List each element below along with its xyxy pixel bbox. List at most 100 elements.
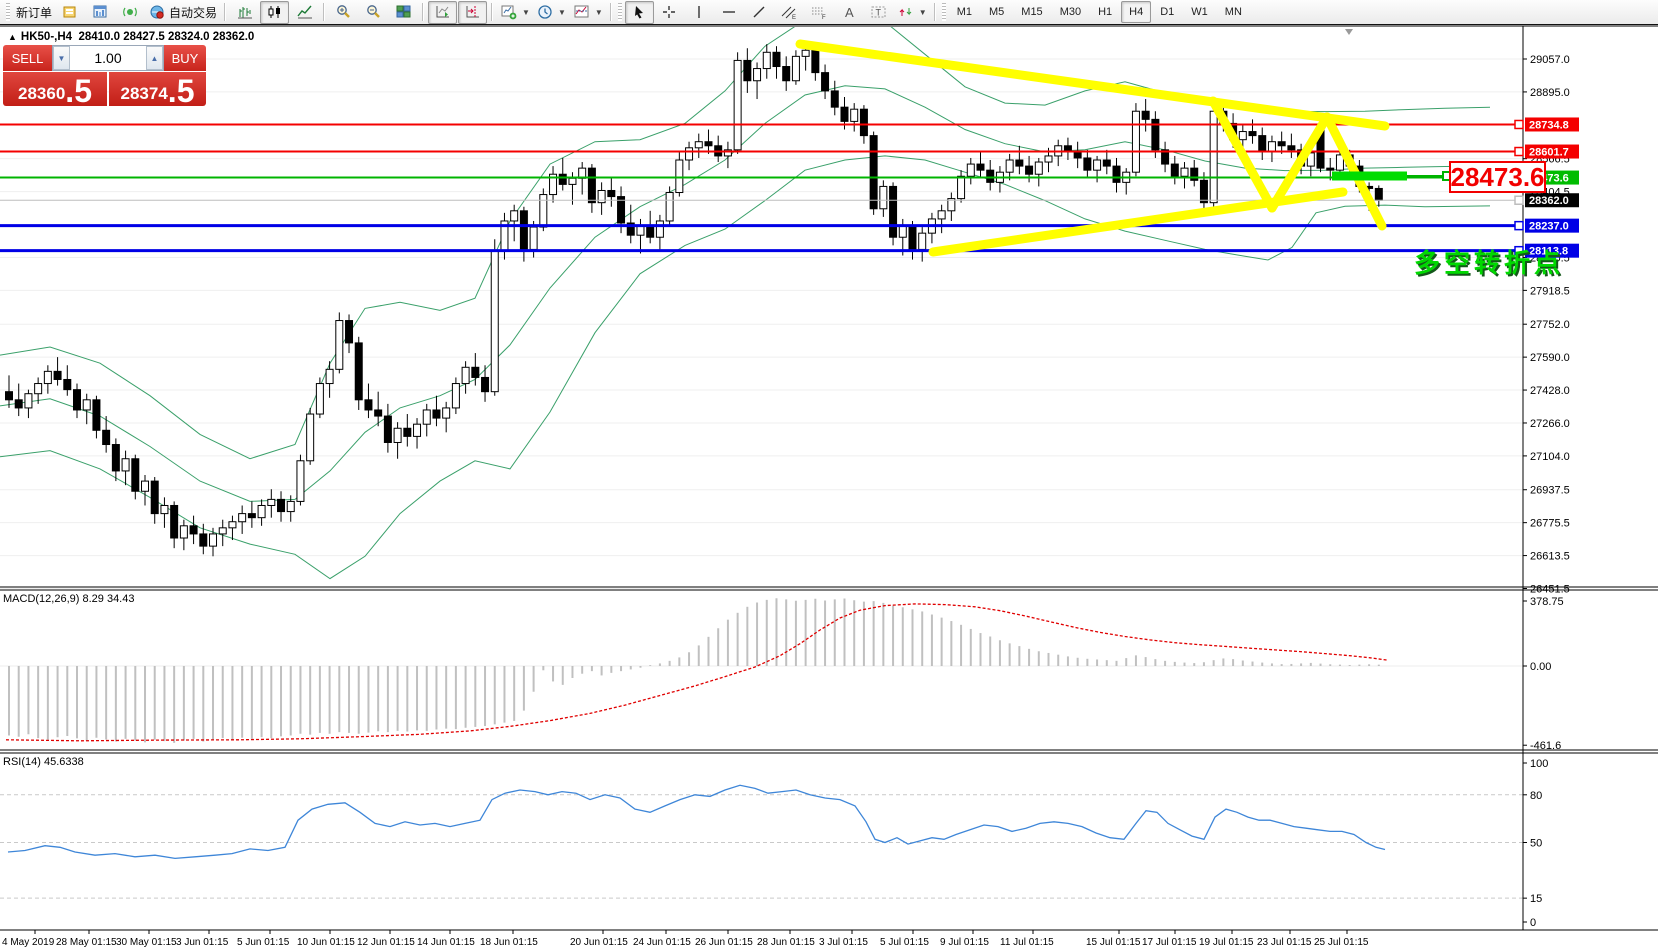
toolbar-button-candlestick-chart[interactable] xyxy=(260,0,290,24)
macd-indicator-label: MACD(12,26,9) 8.29 34.43 xyxy=(3,593,135,605)
svg-text:A: A xyxy=(845,5,854,20)
timeframe-button-m15[interactable]: M15 xyxy=(1021,6,1043,18)
svg-text:100: 100 xyxy=(1530,758,1548,770)
toolbar-button-trendline[interactable] xyxy=(745,1,774,24)
sell-button[interactable]: SELL xyxy=(3,45,52,71)
toolbar-button-new-chart[interactable]: ▼ xyxy=(497,1,533,24)
horizontal-lines[interactable] xyxy=(0,123,1523,253)
candlestick-chart-icon xyxy=(266,4,284,20)
toolbar-button-crosshair[interactable] xyxy=(655,1,684,24)
svg-text:18 Jun 01:15: 18 Jun 01:15 xyxy=(480,937,538,948)
chart-shift-icon xyxy=(464,4,482,20)
svg-text:0: 0 xyxy=(1530,917,1536,929)
toolbar-button-label: 新订单 xyxy=(16,5,53,20)
toolbar-grip[interactable] xyxy=(6,3,10,21)
bollinger-bands xyxy=(0,27,1491,580)
toolbar-button-new-order[interactable]: 新订单 xyxy=(13,1,55,24)
toolbar: 新订单 自动交易 ▼ ▼ ▼ E F A T ▼ M1 M5 M15 M30 H1 H4 D1 W1 MN xyxy=(0,0,1658,25)
toolbar-button-label: 自动交易 xyxy=(169,5,218,20)
toolbar-button-signals[interactable] xyxy=(116,1,145,24)
toolbar-separator xyxy=(933,3,936,21)
toolbar-button-market-watch[interactable] xyxy=(56,1,85,24)
symbol-ohlc: 28410.0 28427.5 28324.0 28362.0 xyxy=(78,31,255,43)
yellow-trendlines[interactable] xyxy=(795,39,1390,257)
svg-text:28113.8: 28113.8 xyxy=(1529,246,1568,258)
toolbar-button-horizontal-line[interactable] xyxy=(715,1,744,24)
timeframe-button-d1[interactable]: D1 xyxy=(1160,6,1175,18)
toolbar-button-templates[interactable]: ▼ xyxy=(570,1,606,24)
volume-increment-button[interactable]: ▲ xyxy=(146,46,163,70)
annotation-text[interactable]: 多空转折点 xyxy=(1414,248,1565,278)
new-chart-icon xyxy=(500,4,518,20)
svg-text:28895.0: 28895.0 xyxy=(1530,87,1570,99)
line-chart-icon xyxy=(296,4,314,20)
svg-text:28601.7: 28601.7 xyxy=(1529,147,1569,159)
periods-icon xyxy=(537,4,554,20)
toolbar-button-arrows[interactable]: ▼ xyxy=(895,1,930,24)
timeframe-button-w1[interactable]: W1 xyxy=(1191,6,1208,18)
svg-text:E: E xyxy=(792,15,796,20)
data-window-icon xyxy=(92,4,109,20)
toolbar-button-zoom-out[interactable] xyxy=(359,1,388,24)
auto-scroll-icon xyxy=(434,4,452,20)
svg-text:50: 50 xyxy=(1530,838,1542,850)
bollinger-lower xyxy=(0,155,1491,580)
toolbar-button-line-chart[interactable] xyxy=(290,1,319,24)
toolbar-button-auto-scroll[interactable] xyxy=(428,0,458,24)
price-callout[interactable]: 28473.6 xyxy=(1449,161,1546,193)
svg-text:24 Jun 01:15: 24 Jun 01:15 xyxy=(633,937,691,948)
sell-price[interactable]: 28360.5 xyxy=(3,72,107,107)
toolbar-separator xyxy=(609,3,612,21)
toolbar-button-equidistant-channel[interactable]: E xyxy=(775,1,804,24)
buy-price-main: 28374 xyxy=(120,84,168,103)
templates-icon xyxy=(573,4,591,20)
timeframe-button-m30[interactable]: M30 xyxy=(1059,6,1082,18)
toolbar-button-tile-windows[interactable] xyxy=(389,1,418,24)
svg-text:5 Jul 01:15: 5 Jul 01:15 xyxy=(880,937,929,948)
toolbar-button-fibonacci[interactable]: F xyxy=(805,1,834,24)
toolbar-grip[interactable] xyxy=(617,3,622,21)
toolbar-button-bar-chart[interactable] xyxy=(230,1,259,24)
green-level-marker[interactable] xyxy=(1332,171,1452,181)
timeframe-button-m1[interactable]: M1 xyxy=(956,6,972,18)
timeframe-button-m5[interactable]: M5 xyxy=(989,6,1005,18)
svg-text:10 Jun 01:15: 10 Jun 01:15 xyxy=(297,937,355,948)
svg-text:26451.5: 26451.5 xyxy=(1530,584,1570,596)
tile-windows-icon xyxy=(395,4,412,20)
volume-decrement-button[interactable]: ▼ xyxy=(53,46,70,70)
auto-trading-icon xyxy=(149,4,166,20)
date-axis: 4 May 2019 28 May 01:15 30 May 01:15 3 Jun … xyxy=(2,930,1369,948)
macd-panel xyxy=(0,598,1523,743)
timeframe-button-mn[interactable]: MN xyxy=(1224,6,1242,18)
svg-text:29057.0: 29057.0 xyxy=(1530,54,1570,66)
symbol-marker-icon: ▲ xyxy=(8,32,17,42)
toolbar-button-cursor[interactable] xyxy=(624,0,654,24)
toolbar-button-auto-trading[interactable]: 自动交易 xyxy=(146,1,220,24)
svg-text:F: F xyxy=(822,15,826,20)
toolbar-button-data-window[interactable] xyxy=(86,1,115,24)
toolbar-button-text[interactable]: A xyxy=(835,1,864,24)
timeframe-button-h4[interactable]: H4 xyxy=(1121,1,1152,23)
svg-text:30 May 01:15: 30 May 01:15 xyxy=(116,937,177,948)
candles xyxy=(5,44,1383,557)
toolbar-button-vertical-line[interactable] xyxy=(685,1,714,24)
toolbar-button-periods[interactable]: ▼ xyxy=(534,1,569,24)
svg-text:27104.0: 27104.0 xyxy=(1530,451,1570,463)
buy-button[interactable]: BUY xyxy=(164,45,206,71)
toolbar-grip[interactable] xyxy=(941,3,946,21)
svg-text:12 Jun 01:15: 12 Jun 01:15 xyxy=(357,937,415,948)
toolbar-button-zoom-in[interactable] xyxy=(329,1,358,24)
timeframe-button-h1[interactable]: H1 xyxy=(1098,6,1113,18)
svg-text:9 Jul 01:15: 9 Jul 01:15 xyxy=(940,937,989,948)
bollinger-middle xyxy=(0,85,1491,502)
arrows-icon xyxy=(898,4,915,20)
main-grid xyxy=(0,58,1523,589)
volume-value[interactable]: 1.00 xyxy=(94,50,122,66)
toolbar-button-text-label[interactable]: T xyxy=(865,1,894,24)
buy-price[interactable]: 28374.5 xyxy=(109,72,206,107)
svg-text:26775.5: 26775.5 xyxy=(1530,518,1570,530)
toolbar-button-chart-shift[interactable] xyxy=(458,0,488,24)
symbol-name: HK50-,H4 xyxy=(20,31,73,43)
svg-text:0.00: 0.00 xyxy=(1530,661,1551,673)
